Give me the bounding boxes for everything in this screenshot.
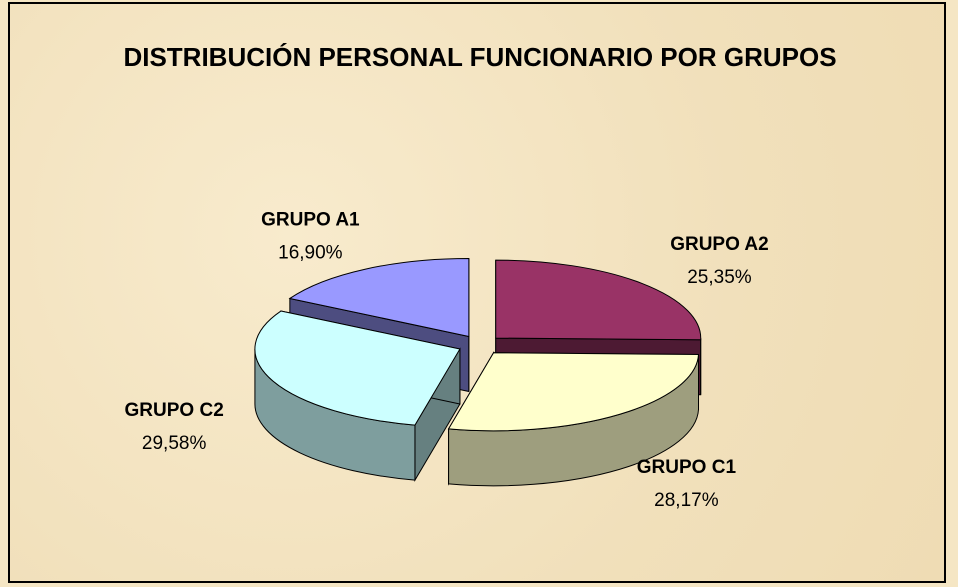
chart-frame xyxy=(8,2,946,583)
slice-label: GRUPO C2 xyxy=(125,400,224,421)
slice-top xyxy=(288,257,470,338)
slice-top xyxy=(254,310,461,426)
slice-value-label: 25,35% xyxy=(687,267,752,288)
slice-value-label: 16,90% xyxy=(278,243,343,264)
slice-value-label: 29,58% xyxy=(142,433,207,454)
slice xyxy=(254,310,461,482)
slice-label: GRUPO A1 xyxy=(261,210,360,231)
slice-value-label: 28,17% xyxy=(654,490,719,511)
chart-title: DISTRIBUCIÓN PERSONAL FUNCIONARIO POR GR… xyxy=(123,42,837,72)
slice-label: GRUPO C1 xyxy=(637,457,737,478)
slice-top xyxy=(447,352,700,432)
slice-top xyxy=(495,259,702,341)
slice-label: GRUPO A2 xyxy=(670,234,769,255)
slice xyxy=(447,350,700,487)
